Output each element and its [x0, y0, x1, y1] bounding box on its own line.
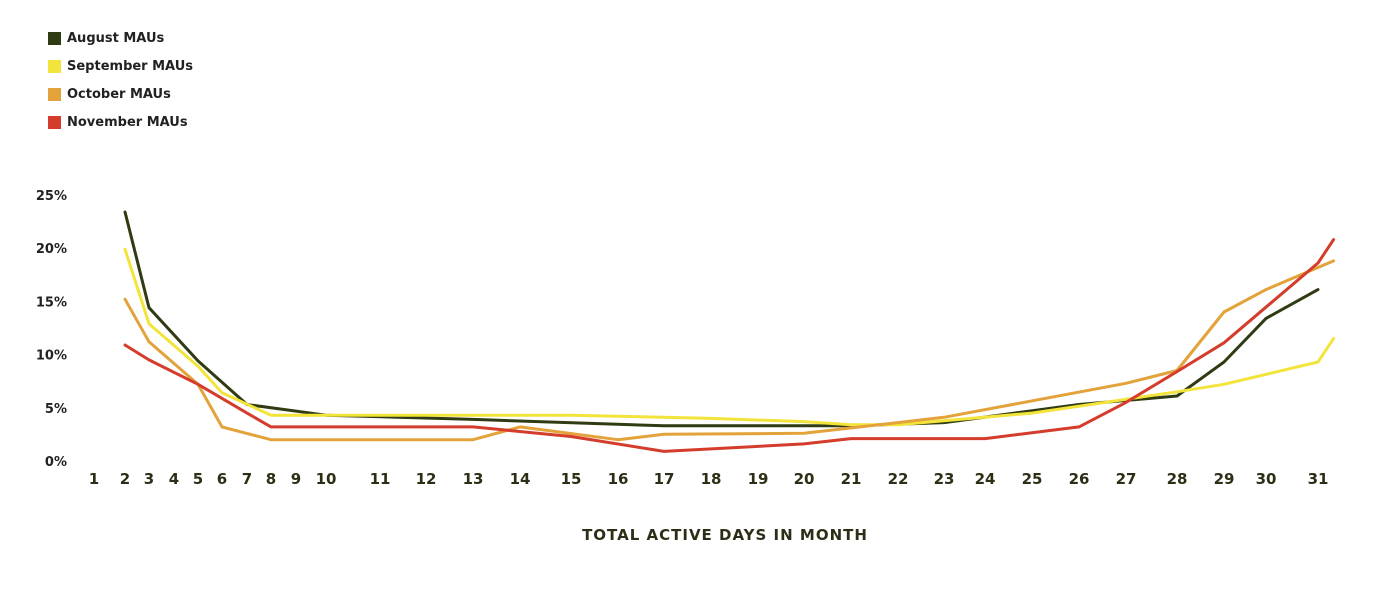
legend-item: October MAUs [48, 80, 193, 108]
x-tick-label: 13 [463, 470, 484, 488]
chart-legend: August MAUs September MAUs October MAUs Nov… [48, 24, 193, 136]
x-tick-label: 12 [416, 470, 437, 488]
x-tick-label: 27 [1116, 470, 1137, 488]
x-tick-label: 31 [1308, 470, 1329, 488]
x-tick-label: 9 [291, 470, 301, 488]
x-tick-label: 16 [608, 470, 629, 488]
x-tick-label: 26 [1069, 470, 1090, 488]
x-tick-label: 7 [242, 470, 252, 488]
x-tick-label: 22 [888, 470, 909, 488]
series-line [123, 247, 1336, 427]
legend-label: August MAUs [67, 30, 165, 46]
legend-label: September MAUs [67, 58, 194, 74]
x-tick-label: 11 [370, 470, 391, 488]
y-tick-label: 0% [45, 455, 67, 470]
x-tick-label: 17 [654, 470, 675, 488]
y-tick-label: 5% [45, 402, 67, 417]
series-line [123, 210, 1320, 428]
y-tick-label: 15% [36, 295, 67, 310]
x-tick-label: 6 [217, 470, 227, 488]
x-tick-label: 4 [169, 470, 179, 488]
x-tick-label: 24 [975, 470, 996, 488]
x-tick-label: 1 [89, 470, 99, 488]
x-tick-label: 18 [701, 470, 722, 488]
legend-label: November MAUs [67, 114, 188, 130]
x-tick-label: 3 [144, 470, 154, 488]
x-tick-label: 30 [1256, 470, 1277, 488]
line-chart: 0%5%10%15%20%25% 1 2 3 4 5 6 7 8 9 10 11 12 13 14 15 16… [36, 189, 1336, 488]
legend-swatch [48, 59, 61, 73]
x-tick-label: 29 [1214, 470, 1235, 488]
y-tick-label: 20% [36, 242, 67, 257]
x-tick-label: 20 [794, 470, 815, 488]
legend-item: November MAUs [48, 108, 193, 136]
x-tick-label: 2 [120, 470, 130, 488]
legend-swatch [48, 31, 61, 45]
x-tick-label: 21 [841, 470, 862, 488]
x-tick-label: 28 [1167, 470, 1188, 488]
legend-swatch [48, 87, 61, 101]
series-line [123, 259, 1336, 442]
x-axis-label: TOTAL ACTIVE DAYS IN MONTH [582, 526, 868, 544]
series-line [123, 238, 1336, 453]
x-tick-label: 25 [1022, 470, 1043, 488]
legend-label: October MAUs [67, 86, 171, 102]
series-lines [123, 210, 1336, 453]
x-tick-label: 19 [748, 470, 769, 488]
legend-item: September MAUs [48, 52, 193, 80]
y-tick-label: 10% [36, 349, 67, 364]
x-tick-label: 10 [316, 470, 337, 488]
legend-item: August MAUs [48, 24, 193, 52]
x-axis: 1 2 3 4 5 6 7 8 9 10 11 12 13 14 15 16 17 18 19 20 21 22 23 24 2… [89, 470, 1329, 488]
x-tick-label: 23 [934, 470, 955, 488]
x-tick-label: 5 [193, 470, 203, 488]
legend-swatch [48, 115, 61, 129]
x-tick-label: 14 [510, 470, 531, 488]
x-tick-label: 15 [561, 470, 582, 488]
y-axis: 0% 5% 10% 15% 20% 25% [36, 189, 67, 470]
y-tick-label: 25% [36, 189, 67, 204]
x-tick-label: 8 [266, 470, 276, 488]
